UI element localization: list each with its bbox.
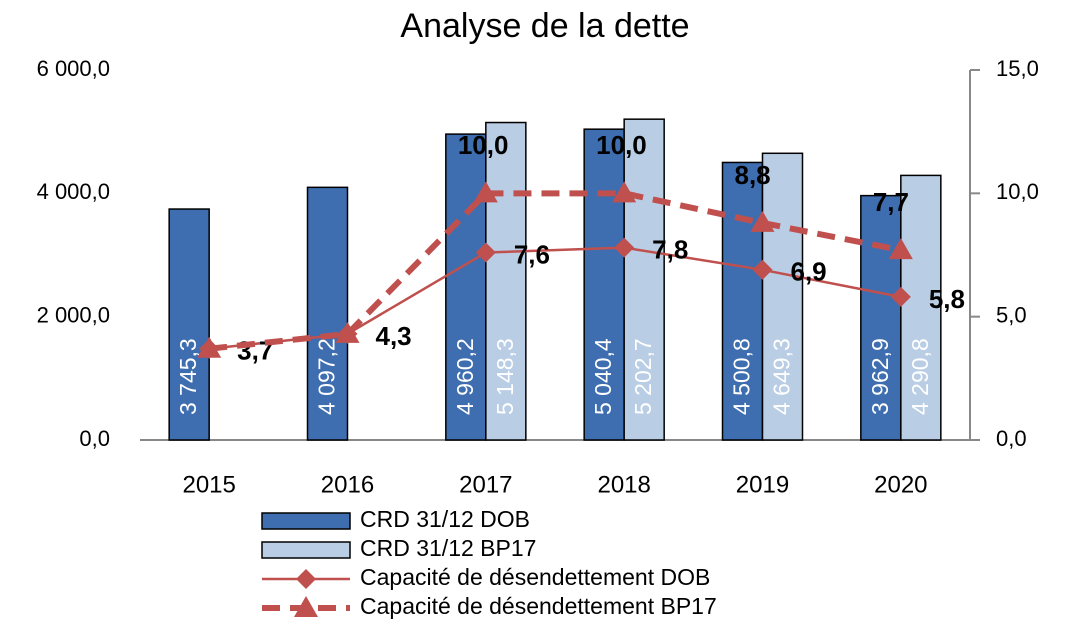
y2-tick-label: 10,0 <box>996 179 1039 204</box>
line-label: 7,8 <box>652 234 688 264</box>
bar-label: 4 960,2 <box>452 338 478 415</box>
bar-label: 4 097,2 <box>314 338 340 415</box>
legend-marker <box>296 569 316 589</box>
bar-label: 5 148,3 <box>492 338 518 415</box>
bar-label: 4 500,8 <box>729 338 755 415</box>
line-label: 7,7 <box>873 187 909 217</box>
line-marker <box>475 242 496 263</box>
legend-swatch <box>261 541 351 559</box>
y-tick-label: 0,0 <box>79 426 110 451</box>
legend-label: Capacité de désendettement BP17 <box>360 593 717 619</box>
bar <box>306 186 349 441</box>
chart-title: Analyse de la dette <box>400 7 689 45</box>
bar-label: 5 040,4 <box>590 338 616 415</box>
y2-tick-label: 5,0 <box>996 302 1027 327</box>
line-label: 4,3 <box>376 321 412 351</box>
bar-label: 4 649,3 <box>769 338 795 415</box>
line-marker <box>890 286 911 307</box>
bar <box>761 152 804 441</box>
legend-swatch <box>261 512 351 530</box>
x-tick-label: 2019 <box>736 471 789 498</box>
bar <box>860 194 902 441</box>
bar-label: 3 962,9 <box>867 338 893 415</box>
line-marker <box>612 181 637 203</box>
line-marker <box>473 181 498 203</box>
bar-label: 4 290,8 <box>907 338 933 415</box>
x-tick-label: 2016 <box>321 471 374 498</box>
y-tick-label: 4 000,0 <box>37 179 110 204</box>
line-label: 8,8 <box>735 160 771 190</box>
line-label: 6,9 <box>791 257 827 287</box>
line-label: 7,6 <box>514 239 550 269</box>
bar <box>721 161 764 441</box>
line <box>208 190 902 352</box>
x-tick-label: 2018 <box>597 471 650 498</box>
bar-label: 5 202,7 <box>630 338 656 415</box>
legend-label: CRD 31/12 DOB <box>360 506 530 532</box>
line-marker <box>750 210 775 232</box>
line-marker <box>197 336 222 358</box>
bar <box>583 128 625 441</box>
line-marker <box>888 238 913 260</box>
line-marker <box>614 237 635 258</box>
x-tick-label: 2015 <box>182 471 235 498</box>
x-tick-label: 2017 <box>459 471 512 498</box>
bar <box>900 174 942 441</box>
line-label: 5,8 <box>929 284 965 314</box>
bar <box>485 121 527 441</box>
bar <box>168 208 210 441</box>
line-marker <box>335 321 360 343</box>
y-tick-label: 2 000,0 <box>37 302 110 327</box>
y2-tick-label: 0,0 <box>996 426 1027 451</box>
y-tick-label: 6 000,0 <box>37 56 110 81</box>
line-label: 10,0 <box>458 130 509 160</box>
legend-label: Capacité de désendettement DOB <box>360 564 710 590</box>
line-label: 10,0 <box>596 130 647 160</box>
y2-tick-label: 15,0 <box>996 56 1039 81</box>
bar <box>623 118 665 441</box>
legend-label: CRD 31/12 BP17 <box>360 535 536 561</box>
x-tick-label: 2020 <box>874 471 927 498</box>
bar-label: 3 745,3 <box>175 338 201 415</box>
line-marker <box>752 259 773 280</box>
legend-marker <box>294 596 318 617</box>
